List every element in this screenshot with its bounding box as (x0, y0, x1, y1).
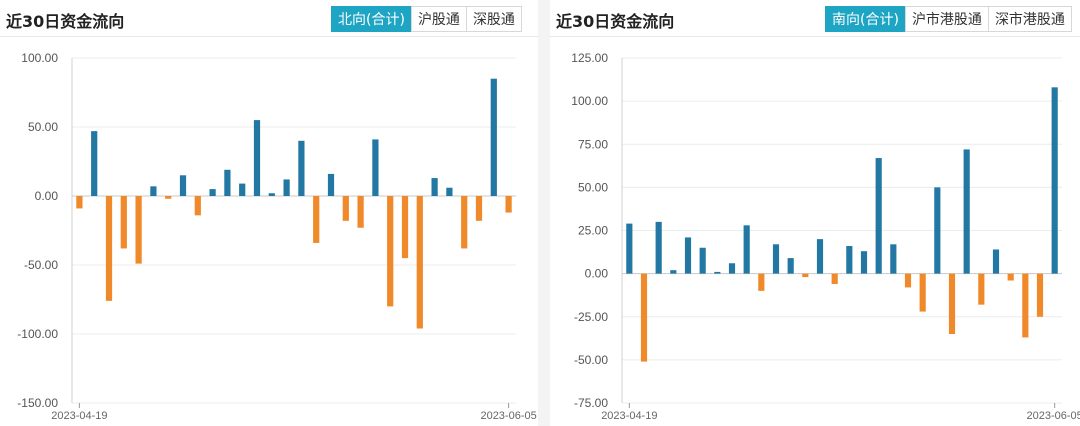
panel-gap (538, 0, 550, 426)
bar (772, 244, 780, 274)
bar (890, 244, 897, 274)
bar (150, 186, 157, 196)
bar (626, 223, 633, 274)
bar (461, 196, 468, 249)
bar (831, 273, 838, 284)
bar (875, 158, 882, 274)
bar (268, 193, 275, 196)
y-tick-label: 50.00 (28, 120, 58, 134)
bar (357, 196, 364, 228)
south-tabs: 南向(合计) 沪市港股通 深市港股通 (825, 6, 1072, 32)
bar (505, 196, 512, 213)
bar (475, 196, 483, 221)
bar (904, 273, 912, 288)
bar (91, 131, 98, 196)
bar (253, 120, 261, 196)
panel-title: 近30日资金流向 (556, 12, 675, 31)
y-tick-label: 50.00 (578, 180, 608, 194)
x-tick-label: 2023-06-05 (1027, 410, 1080, 422)
bar (105, 196, 113, 301)
bar (165, 196, 172, 199)
bar (655, 221, 662, 274)
bar (743, 225, 750, 274)
bar (846, 246, 853, 274)
tab-north-total[interactable]: 北向(合计) (331, 6, 412, 32)
bar (816, 239, 824, 274)
bar (135, 196, 142, 264)
north-flow-panel: 近30日资金流向 北向(合计) 沪股通 深股通 100.00 50.00 0.00 -… (0, 0, 538, 426)
bar (699, 247, 706, 274)
y-tick-label: -75.00 (574, 396, 608, 410)
panel-title: 近30日资金流向 (6, 12, 125, 31)
north-flow-bar-chart: 100.0050.000.00-50.00-100.00-150.002023-… (17, 51, 536, 422)
bar (934, 187, 941, 274)
header-divider (550, 36, 1080, 37)
tab-shanghai-hk-connect[interactable]: 沪市港股通 (904, 6, 989, 32)
header-divider (0, 36, 538, 37)
north-tabs: 北向(合计) 沪股通 深股通 (331, 6, 522, 32)
bar (401, 196, 409, 259)
bar (919, 273, 926, 312)
tab-shenzhen-connect[interactable]: 深股通 (465, 6, 522, 32)
bar (239, 183, 246, 196)
bar (298, 140, 305, 196)
y-tick-label: -50.00 (574, 353, 608, 367)
bar (446, 187, 453, 196)
y-tick-label: -25.00 (574, 310, 608, 324)
bar (194, 196, 201, 216)
x-tick-label: 2023-04-19 (51, 410, 107, 422)
bar (209, 189, 216, 196)
y-tick-label: 0.00 (585, 267, 609, 281)
bar (963, 149, 970, 274)
bar (387, 196, 394, 307)
y-tick-label: 75.00 (578, 137, 608, 151)
y-tick-label: -100.00 (17, 327, 58, 341)
y-tick-label: -150.00 (17, 396, 58, 410)
bar (416, 196, 423, 329)
bar (728, 263, 736, 274)
south-flow-panel: 近30日资金流向 南向(合计) 沪市港股通 深市港股通 125.00 100.00… (550, 0, 1080, 426)
bar (714, 271, 721, 274)
bar (431, 178, 438, 196)
tab-south-total[interactable]: 南向(合计) (825, 6, 906, 32)
x-tick-label: 2023-04-19 (601, 410, 657, 422)
bar (327, 173, 335, 196)
x-tick-label: 2023-06-05 (480, 410, 536, 422)
bar (313, 196, 320, 243)
y-tick-label: 125.00 (571, 51, 608, 65)
bar (978, 273, 985, 305)
bar (490, 78, 497, 196)
bar (948, 273, 956, 334)
bar (283, 179, 290, 196)
south-flow-bar-chart: 125.00 100.00 75.00 50.00 25.00 0.00 -25.00 -50… (571, 51, 1080, 422)
bar (802, 273, 809, 278)
bar (670, 270, 677, 274)
bar (787, 258, 794, 274)
bar (1051, 87, 1058, 274)
bar (76, 196, 83, 209)
bar (992, 249, 1000, 274)
bar (758, 273, 765, 291)
y-tick-label: 100.00 (21, 51, 58, 65)
bar (1022, 273, 1029, 338)
bar (684, 237, 692, 274)
y-tick-label: 100.00 (571, 94, 608, 108)
bar (1007, 273, 1014, 281)
y-tick-label: 25.00 (578, 224, 608, 238)
bar (120, 196, 127, 249)
y-tick-label: -50.00 (24, 258, 58, 272)
bar (342, 196, 349, 221)
bar (179, 175, 187, 196)
bar (372, 139, 379, 196)
bar (1036, 273, 1044, 317)
bar (224, 169, 231, 196)
tab-shenzhen-hk-connect[interactable]: 深市港股通 (987, 6, 1072, 32)
bar (860, 251, 868, 274)
y-tick-label: 0.00 (35, 189, 59, 203)
bar (640, 273, 648, 362)
tab-shanghai-connect[interactable]: 沪股通 (410, 6, 467, 32)
